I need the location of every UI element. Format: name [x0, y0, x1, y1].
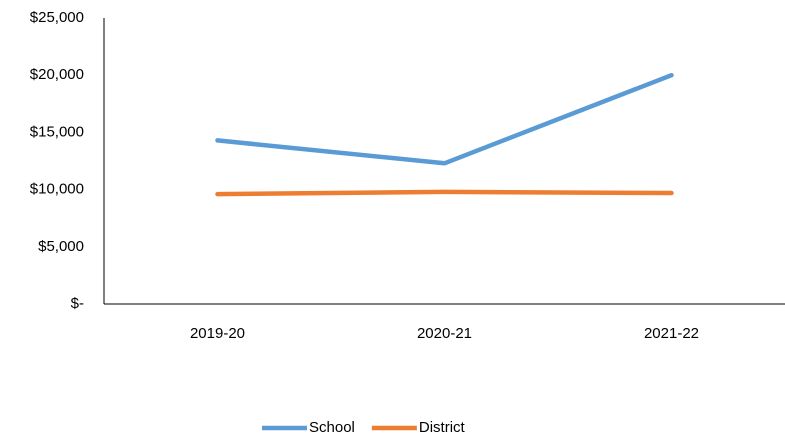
- y-tick-label: $5,000: [38, 238, 84, 255]
- y-tick-label: $-: [71, 295, 84, 312]
- y-tick-label: $25,000: [30, 9, 84, 26]
- x-tick-label: 2021-22: [644, 325, 699, 342]
- legend-label: School: [309, 419, 355, 436]
- x-tick-label: 2020-21: [417, 325, 472, 342]
- series-line: [215, 189, 674, 197]
- y-tick-label: $10,000: [30, 181, 84, 198]
- legend-label: District: [419, 419, 466, 436]
- series-line: [215, 72, 674, 166]
- y-tick-label: $20,000: [30, 66, 84, 83]
- x-tick-label: 2019-20: [190, 325, 245, 342]
- y-tick-label: $15,000: [30, 123, 84, 140]
